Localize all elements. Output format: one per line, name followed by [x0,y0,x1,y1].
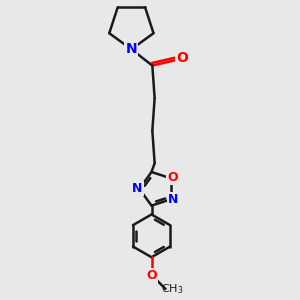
Text: N: N [132,182,142,195]
Text: O: O [146,269,157,282]
Text: N: N [168,193,178,206]
Text: O: O [176,51,188,65]
Text: CH$_3$: CH$_3$ [161,282,183,296]
Text: N: N [126,42,137,56]
Text: O: O [167,171,178,184]
